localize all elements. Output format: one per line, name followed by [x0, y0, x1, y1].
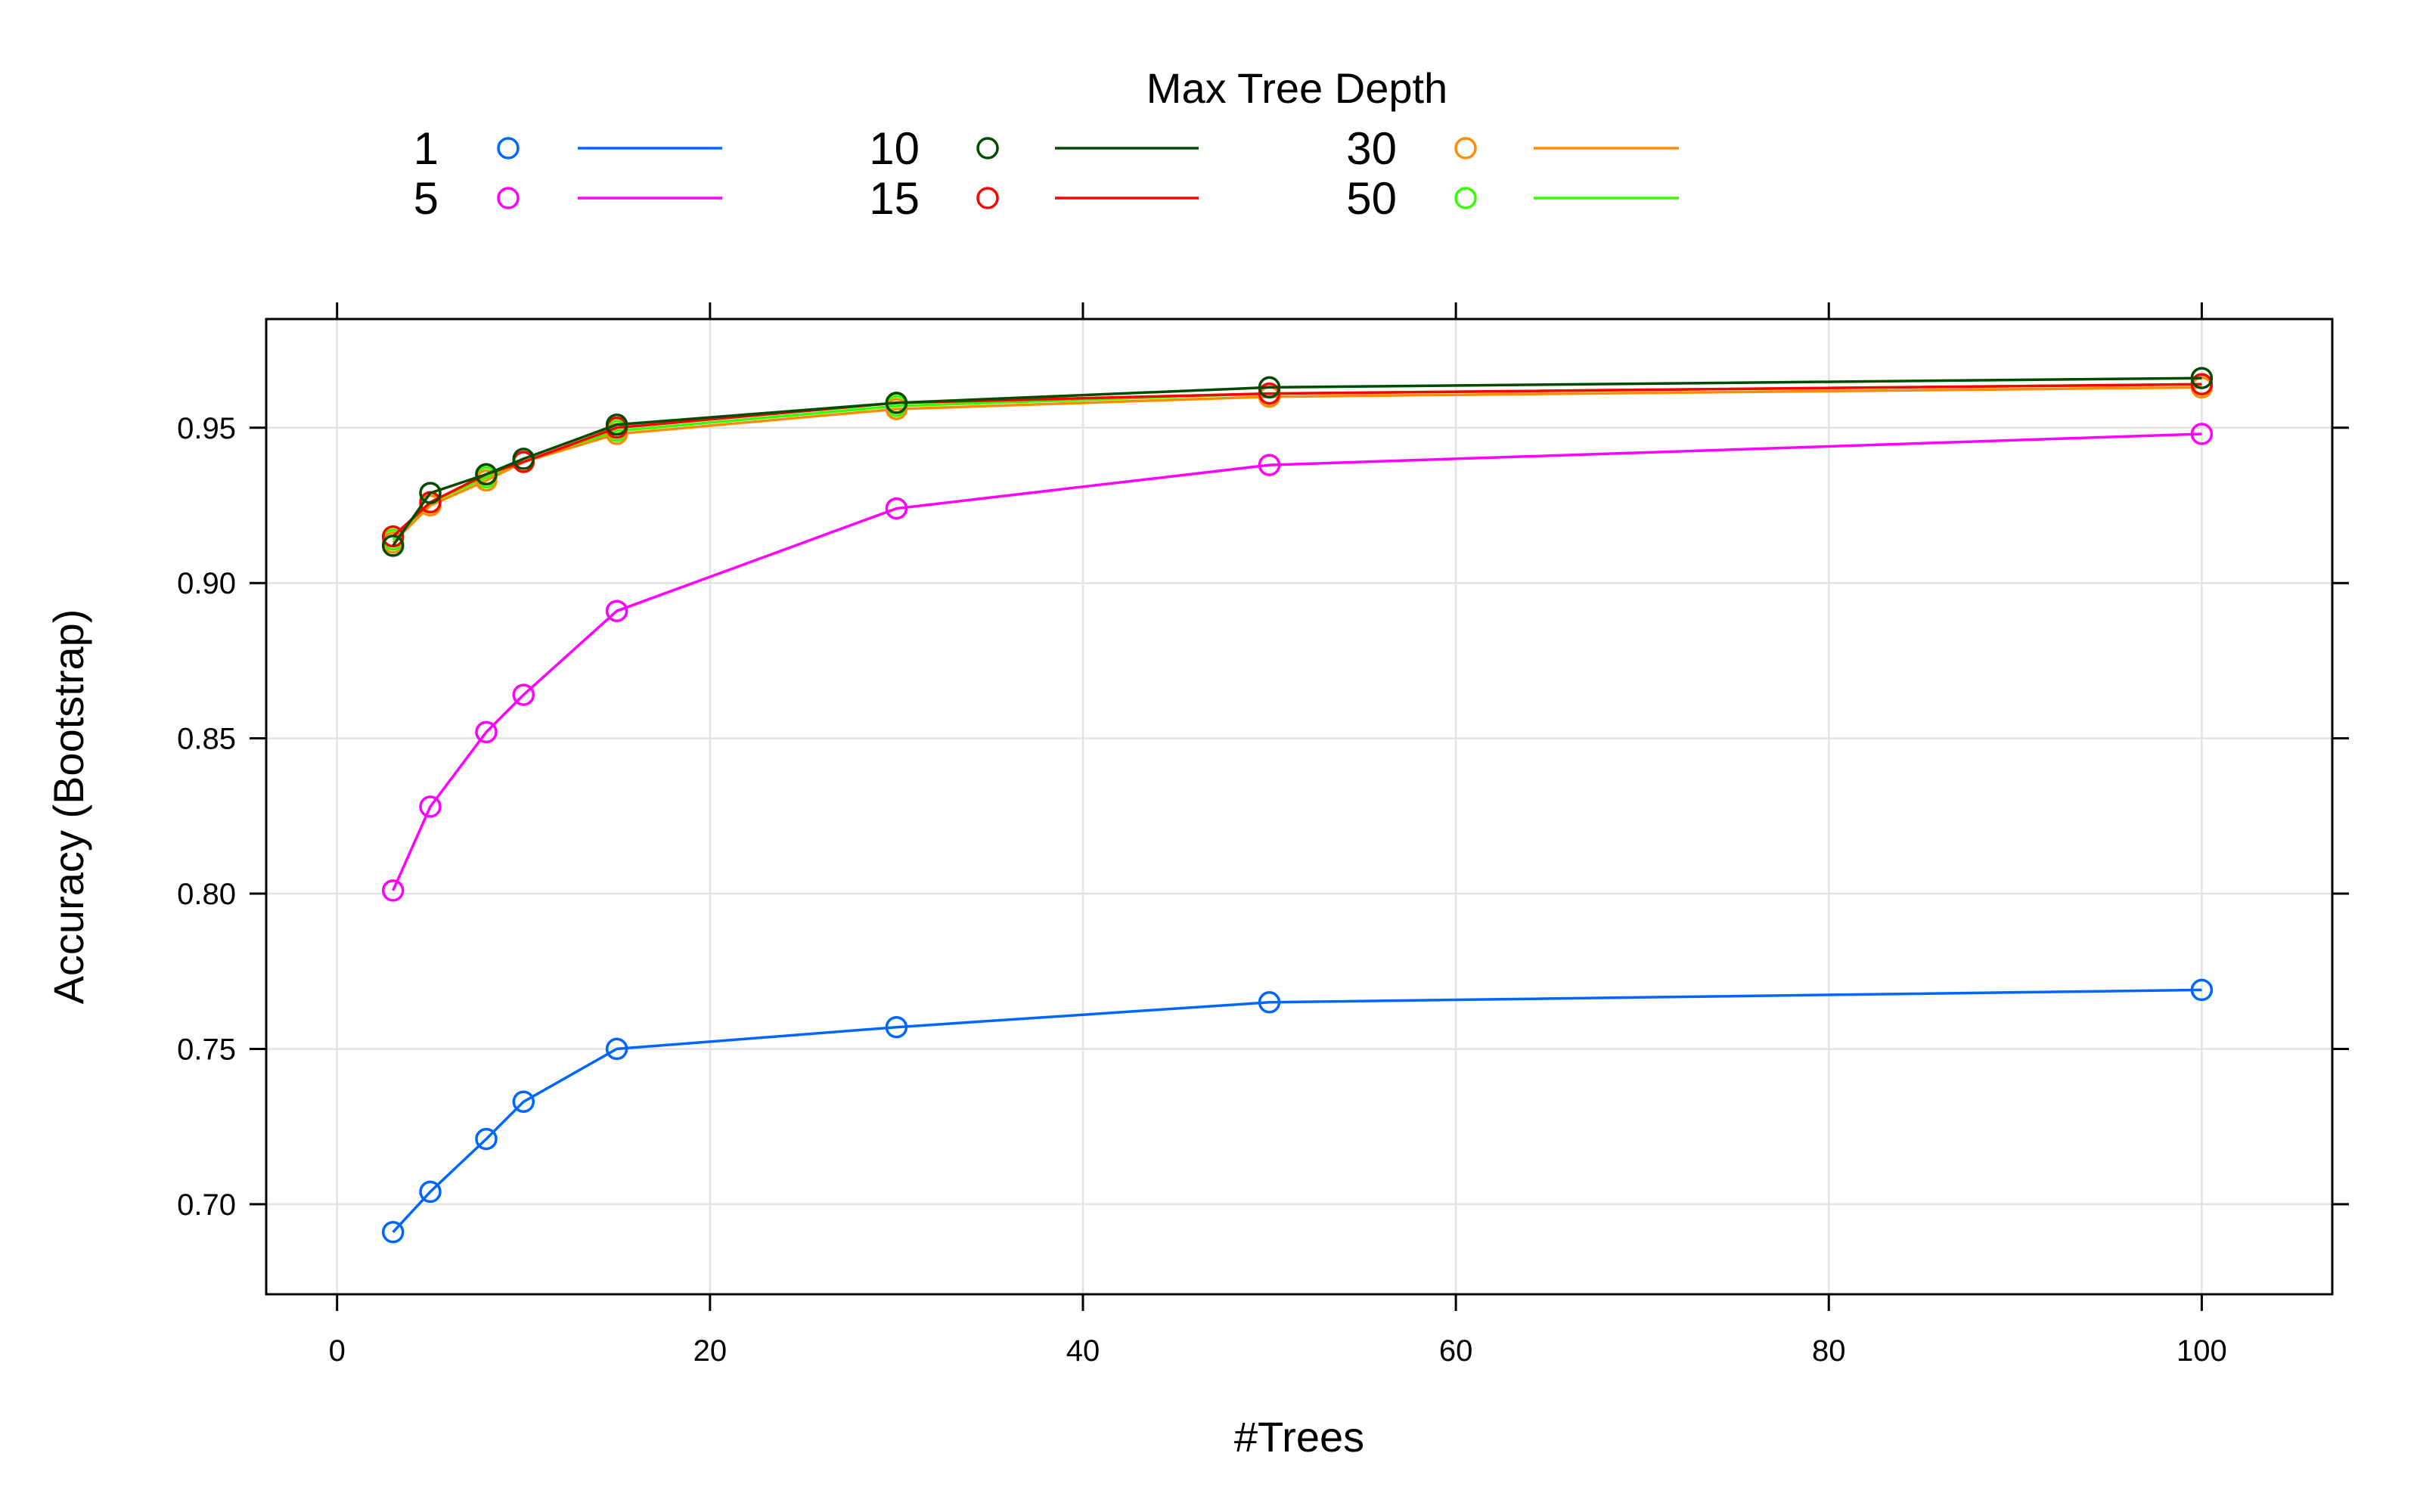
axes: 0 20 40 60 80 100 0.70 0.75 0.80 0.85 0.90 0.95: [177, 302, 2349, 1368]
y-tick-label: 0.90: [177, 567, 236, 600]
data-point: [885, 398, 908, 420]
y-axis-title: Accuracy (Bootstrap): [45, 609, 92, 1005]
data-point: [381, 879, 405, 902]
legend-marker: [497, 187, 520, 209]
legend-marker: [1454, 137, 1477, 160]
legend-label: 30: [1346, 123, 1397, 174]
y-tick-label: 0.85: [177, 723, 236, 756]
x-tick-label: 80: [1812, 1334, 1846, 1368]
data-point: [885, 1015, 908, 1039]
plot-frame: [265, 318, 2334, 1296]
data-point: [2190, 367, 2214, 389]
y-tick-label: 0.80: [177, 878, 236, 911]
data-point: [885, 392, 908, 414]
legend-marker: [976, 137, 999, 160]
y-tick-label: 0.75: [177, 1033, 236, 1066]
legend-label: 50: [1346, 173, 1397, 224]
series-10: [381, 367, 2214, 557]
legend-marker: [976, 187, 999, 209]
legend-item-50: 50: [1346, 173, 1679, 224]
x-tick-label: 20: [693, 1334, 728, 1368]
data-point: [2190, 373, 2214, 396]
data-point: [605, 413, 628, 436]
legend-item-15: 15: [869, 173, 1199, 224]
x-axis-title: #Trees: [1234, 1413, 1364, 1461]
x-tick-label: 60: [1439, 1334, 1473, 1368]
data-point: [1258, 991, 1281, 1014]
legend-item-5: 5: [414, 173, 722, 224]
legend-label: 5: [414, 173, 439, 224]
legend-item-10: 10: [869, 123, 1199, 174]
data-point: [512, 1090, 535, 1114]
x-tick-label: 0: [329, 1334, 346, 1368]
x-tick-label: 40: [1066, 1334, 1100, 1368]
data-point: [1258, 454, 1281, 476]
data-point: [475, 1127, 498, 1151]
legend-item-30: 30: [1346, 123, 1679, 174]
series-5: [381, 423, 2214, 902]
y-tick-label: 0.95: [177, 412, 236, 445]
data-point: [512, 448, 535, 470]
x-tick-label: 100: [2176, 1334, 2227, 1368]
legend-marker: [1454, 187, 1477, 209]
data-point: [605, 600, 628, 622]
data-point: [381, 1221, 405, 1244]
y-tick-label: 0.70: [177, 1188, 236, 1222]
data-point: [1258, 376, 1281, 399]
data-point: [381, 525, 405, 548]
data-point: [419, 795, 442, 818]
data-point: [1258, 382, 1281, 405]
series-line: [392, 432, 2202, 891]
legend-marker: [497, 137, 520, 160]
data-point: [605, 1037, 628, 1061]
data-point: [885, 497, 908, 520]
data-point: [475, 720, 498, 744]
series-1: [381, 978, 2214, 1244]
data-point: [512, 683, 535, 706]
data-point: [419, 482, 442, 504]
data-point: [419, 1180, 442, 1204]
legend-label: 1: [414, 123, 439, 174]
series-layer: [381, 367, 2214, 1244]
legend-title: Max Tree Depth: [1146, 64, 1447, 112]
legend-label: 10: [869, 123, 920, 174]
legend-item-1: 1: [414, 123, 722, 174]
data-point: [2190, 423, 2214, 445]
series-line: [392, 988, 2202, 1233]
data-point: [2190, 978, 2214, 1002]
data-point: [381, 534, 405, 557]
legend-label: 15: [869, 173, 920, 224]
data-point: [475, 463, 498, 486]
